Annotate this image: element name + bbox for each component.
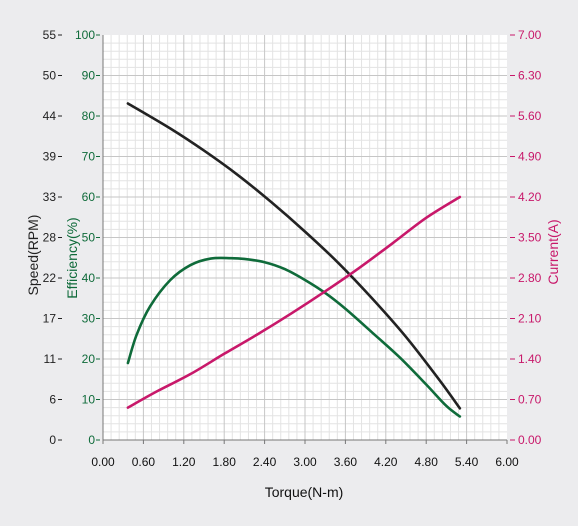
speed-tick-label: 6 xyxy=(49,393,56,407)
current-tick-label: 1.40 xyxy=(518,352,542,366)
x-axis-title: Torque(N-m) xyxy=(265,484,344,500)
series-layer xyxy=(126,102,462,418)
x-tick-label: 6.00 xyxy=(495,455,519,469)
current-tick-label: 2.10 xyxy=(518,312,542,326)
efficiency-tick-label: 30 xyxy=(82,312,96,326)
tick-labels: 0.00 0.60 1.20 1.80 2.40 3.00 3.60 4.20 4.80 5.40… xyxy=(43,28,542,469)
x-tick-label: 5.40 xyxy=(455,455,479,469)
speed-tick-label: 11 xyxy=(44,352,57,366)
x-tick-label: 4.80 xyxy=(415,455,439,469)
axes xyxy=(58,34,515,444)
efficiency-tick-label: 80 xyxy=(82,109,96,123)
efficiency-tick-label: 100 xyxy=(75,28,95,42)
speed-tick-label: 28 xyxy=(43,231,57,245)
x-tick-label: 4.20 xyxy=(374,455,398,469)
speed-tick-label: 17 xyxy=(43,312,57,326)
speed-tick-label: 50 xyxy=(43,69,57,83)
efficiency-tick-label: 70 xyxy=(82,150,96,164)
current-tick-label: 7.00 xyxy=(518,28,542,42)
efficiency-curve xyxy=(126,256,462,418)
speed-axis-title: Speed(RPM) xyxy=(25,215,41,296)
speed-tick-label: 33 xyxy=(43,190,57,204)
current-tick-label: 0.00 xyxy=(518,433,542,447)
efficiency-axis-title: Efficiency(%) xyxy=(64,217,80,298)
major-grid xyxy=(103,35,507,440)
efficiency-tick-label: 40 xyxy=(82,271,96,285)
current-tick-label: 4.20 xyxy=(518,190,542,204)
efficiency-tick-label: 90 xyxy=(82,69,96,83)
x-tick-label: 0.60 xyxy=(132,455,156,469)
current-tick-label: 6.30 xyxy=(518,69,542,83)
efficiency-tick-label: 20 xyxy=(82,352,96,366)
current-tick-label: 3.50 xyxy=(518,231,542,245)
speed-tick-label: 39 xyxy=(43,150,57,164)
current-tick-label: 0.70 xyxy=(518,393,542,407)
current-axis-title: Current(A) xyxy=(545,219,561,284)
current-tick-label: 4.90 xyxy=(518,150,542,164)
speed-tick-label: 55 xyxy=(43,28,57,42)
x-tick-label: 1.20 xyxy=(172,455,196,469)
speed-curve xyxy=(126,102,462,410)
x-tick-label: 0.00 xyxy=(91,455,115,469)
efficiency-tick-label: 0 xyxy=(88,433,95,447)
current-tick-label: 5.60 xyxy=(518,109,542,123)
x-tick-label: 3.60 xyxy=(334,455,358,469)
x-tick-label: 3.00 xyxy=(293,455,317,469)
speed-tick-label: 44 xyxy=(43,109,57,123)
efficiency-tick-label: 50 xyxy=(82,231,96,245)
x-tick-label: 2.40 xyxy=(253,455,277,469)
speed-tick-label: 22 xyxy=(43,271,57,285)
efficiency-tick-label: 10 xyxy=(82,393,96,407)
current-tick-label: 2.80 xyxy=(518,271,542,285)
current-curve xyxy=(126,195,462,409)
efficiency-tick-label: 60 xyxy=(82,190,96,204)
speed-tick-label: 0 xyxy=(49,433,56,447)
x-tick-label: 1.80 xyxy=(213,455,237,469)
